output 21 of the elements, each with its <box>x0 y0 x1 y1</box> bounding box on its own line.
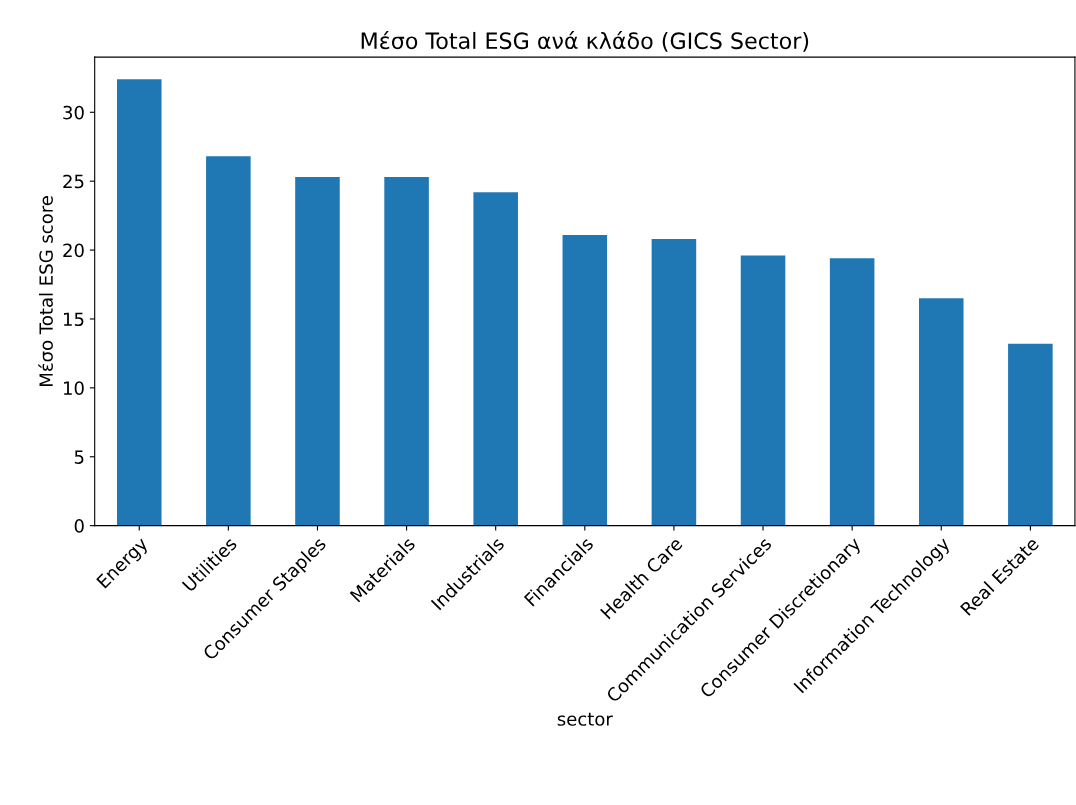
bar <box>295 177 340 526</box>
bar <box>651 239 697 526</box>
bar <box>116 79 162 526</box>
y-tick-label: 25 <box>63 174 84 189</box>
bar <box>206 156 251 526</box>
y-tick-label: 20 <box>63 243 84 258</box>
y-axis-title: Μέσο Total ESG score <box>38 196 53 386</box>
y-tick-label: 5 <box>74 450 84 464</box>
bar <box>562 234 608 526</box>
y-tick-label: 30 <box>63 105 84 120</box>
x-axis-title: sector <box>557 712 613 726</box>
y-tick-label: 15 <box>63 312 84 327</box>
y-tick-label: 10 <box>63 381 84 395</box>
bar <box>918 298 964 526</box>
bar <box>473 192 518 526</box>
chart-title: Μέσο Total ESG ανά κλάδο (GICS Sector) <box>361 31 809 52</box>
y-tick-label: 0 <box>74 519 84 533</box>
bar <box>384 177 429 526</box>
bar <box>740 255 786 526</box>
bar <box>829 258 875 526</box>
bar <box>1008 343 1053 526</box>
